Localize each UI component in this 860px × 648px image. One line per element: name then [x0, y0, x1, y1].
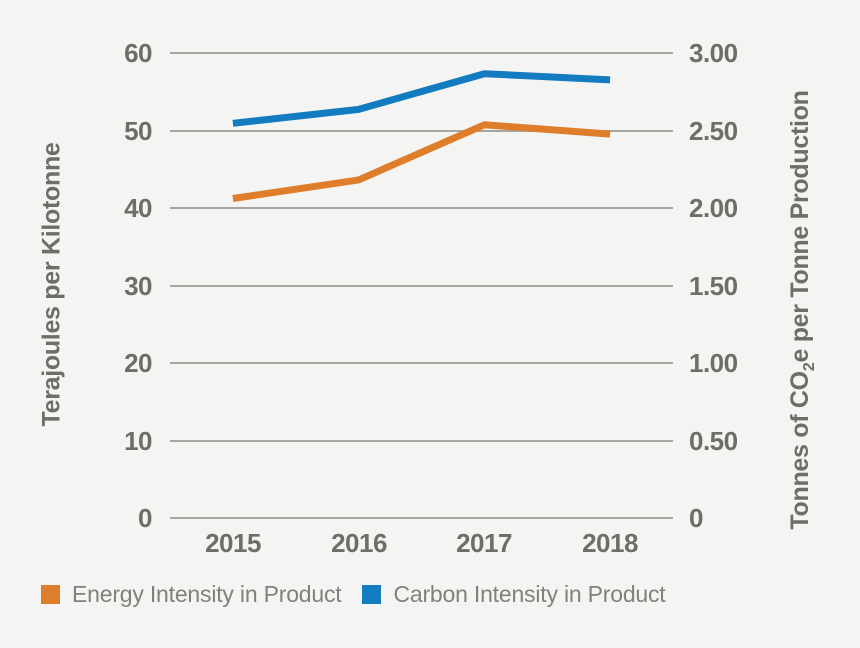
energy-swatch-icon — [41, 584, 60, 604]
right-axis-tick: 0.50 — [689, 425, 738, 456]
gridline — [170, 207, 673, 209]
gridline — [170, 52, 673, 54]
gridline — [170, 439, 673, 442]
right-axis-tick: 0 — [689, 503, 703, 533]
series-line-carbon — [232, 70, 611, 127]
legend-label-energy: Energy Intensity in Product — [72, 580, 342, 607]
left-axis-tick: 0 — [138, 503, 152, 533]
right-axis-tick: 3.00 — [689, 38, 738, 68]
gridline — [170, 362, 673, 364]
right-axis-tick: 1.00 — [689, 348, 738, 378]
left-axis-tick: 50 — [124, 115, 152, 146]
gridline — [170, 284, 673, 287]
legend-item-carbon: Carbon Intensity in Product — [362, 580, 666, 607]
gridline — [170, 129, 673, 132]
legend-label-carbon: Carbon Intensity in Product — [393, 580, 666, 607]
left-axis-tick: 40 — [124, 193, 152, 223]
legend-item-energy: Energy Intensity in Product — [41, 580, 342, 607]
gridline-baseline — [170, 517, 673, 519]
x-axis-label: 2018 — [582, 528, 638, 558]
x-axis-label: 2015 — [205, 528, 261, 558]
right-axis-tick: 1.50 — [689, 270, 738, 301]
x-axis-label: 2016 — [331, 528, 387, 558]
carbon-swatch-icon — [362, 584, 382, 604]
right-axis-tick: 2.50 — [689, 115, 738, 146]
series-line-energy — [232, 121, 611, 202]
left-axis-tick: 10 — [124, 425, 152, 456]
right-axis-tick: 2.00 — [689, 193, 738, 223]
left-axis-tick: 30 — [124, 270, 152, 301]
legend: Energy Intensity in Product Carbon Inten… — [41, 582, 687, 606]
left-axis-tick: 60 — [124, 38, 152, 68]
left-axis-tick: 20 — [124, 348, 152, 378]
x-axis-label: 2017 — [456, 528, 512, 558]
